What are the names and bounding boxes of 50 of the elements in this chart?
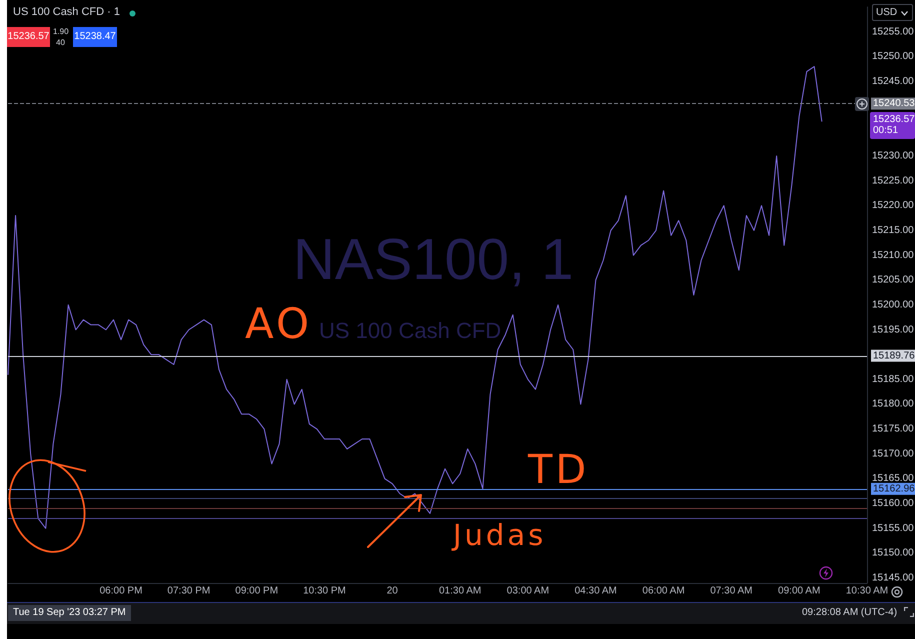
y-tick-label: 15170.00 (872, 448, 914, 460)
annotation: AO (245, 299, 312, 348)
annotation: 1.90 (53, 27, 69, 36)
y-tick-label: 15165.00 (872, 473, 914, 484)
x-tick-label: 06:00 PM (100, 586, 142, 596)
ref-line-label: 15240.53 (873, 98, 915, 110)
annotation: NAS100, 1 (293, 227, 574, 292)
annotation: 40 (56, 38, 65, 47)
text: 15236.57 (873, 114, 915, 126)
x-tick-label: 06:00 AM (642, 586, 685, 596)
annotation: US 100 Cash CFD (319, 318, 502, 343)
y-tick-label: 15200.00 (872, 299, 914, 310)
text: Tue 19 Sep '23 03:27 PM (8, 605, 131, 621)
annotation: 15236.57 (7, 27, 50, 47)
x-tick-label: 01:30 AM (438, 586, 482, 596)
y-tick-label: 15255.00 (872, 26, 914, 38)
y-tick-label: 15195.00 (872, 324, 914, 336)
text: USD (876, 7, 898, 18)
y-tick-label: 15185.00 (872, 374, 914, 385)
annotation: 15238.47 (73, 27, 117, 47)
annotation: Judas (453, 518, 546, 552)
y-tick-label: 15225.00 (872, 175, 914, 186)
x-tick-label: 10:30 PM (303, 586, 346, 596)
y-tick-label: 15150.00 (872, 548, 914, 559)
x-tick-label: 10:30 AM (846, 586, 888, 596)
annotation: TD (528, 447, 590, 493)
y-tick-label: 15205.00 (872, 274, 914, 286)
x-tick-label: 07:30 AM (710, 586, 752, 596)
text: 00:51 (873, 125, 898, 136)
x-tick-label: 09:00 AM (778, 586, 820, 596)
x-tick-label: 20 (386, 586, 398, 596)
y-tick-label: 15155.00 (872, 522, 914, 534)
ref-line-label: 15162.96 (873, 483, 915, 494)
y-tick-label: 15210.00 (872, 250, 914, 261)
x-tick-label: 09:00 PM (235, 586, 278, 596)
y-tick-label: 15160.00 (872, 498, 914, 510)
chart-title: US 100 Cash CFD · 1 (13, 6, 120, 18)
y-tick-label: 15250.00 (872, 51, 914, 62)
y-tick-label: 15220.00 (872, 200, 914, 212)
x-tick-label: 03:00 AM (506, 586, 550, 596)
y-tick-label: 15175.00 (872, 424, 914, 435)
ref-line-label: 15189.76 (873, 350, 915, 362)
y-tick-label: 15180.00 (872, 398, 914, 410)
x-tick-label: 04:30 AM (574, 586, 617, 596)
y-tick-label: 15215.00 (872, 224, 914, 236)
y-tick-label: 15145.00 (872, 572, 914, 584)
text: 09:28:08 AM (UTC-4) (802, 607, 898, 618)
y-tick-label: 15245.00 (872, 76, 914, 87)
y-tick-label: 15230.00 (872, 150, 914, 162)
x-tick-label: 07:30 PM (167, 586, 210, 596)
